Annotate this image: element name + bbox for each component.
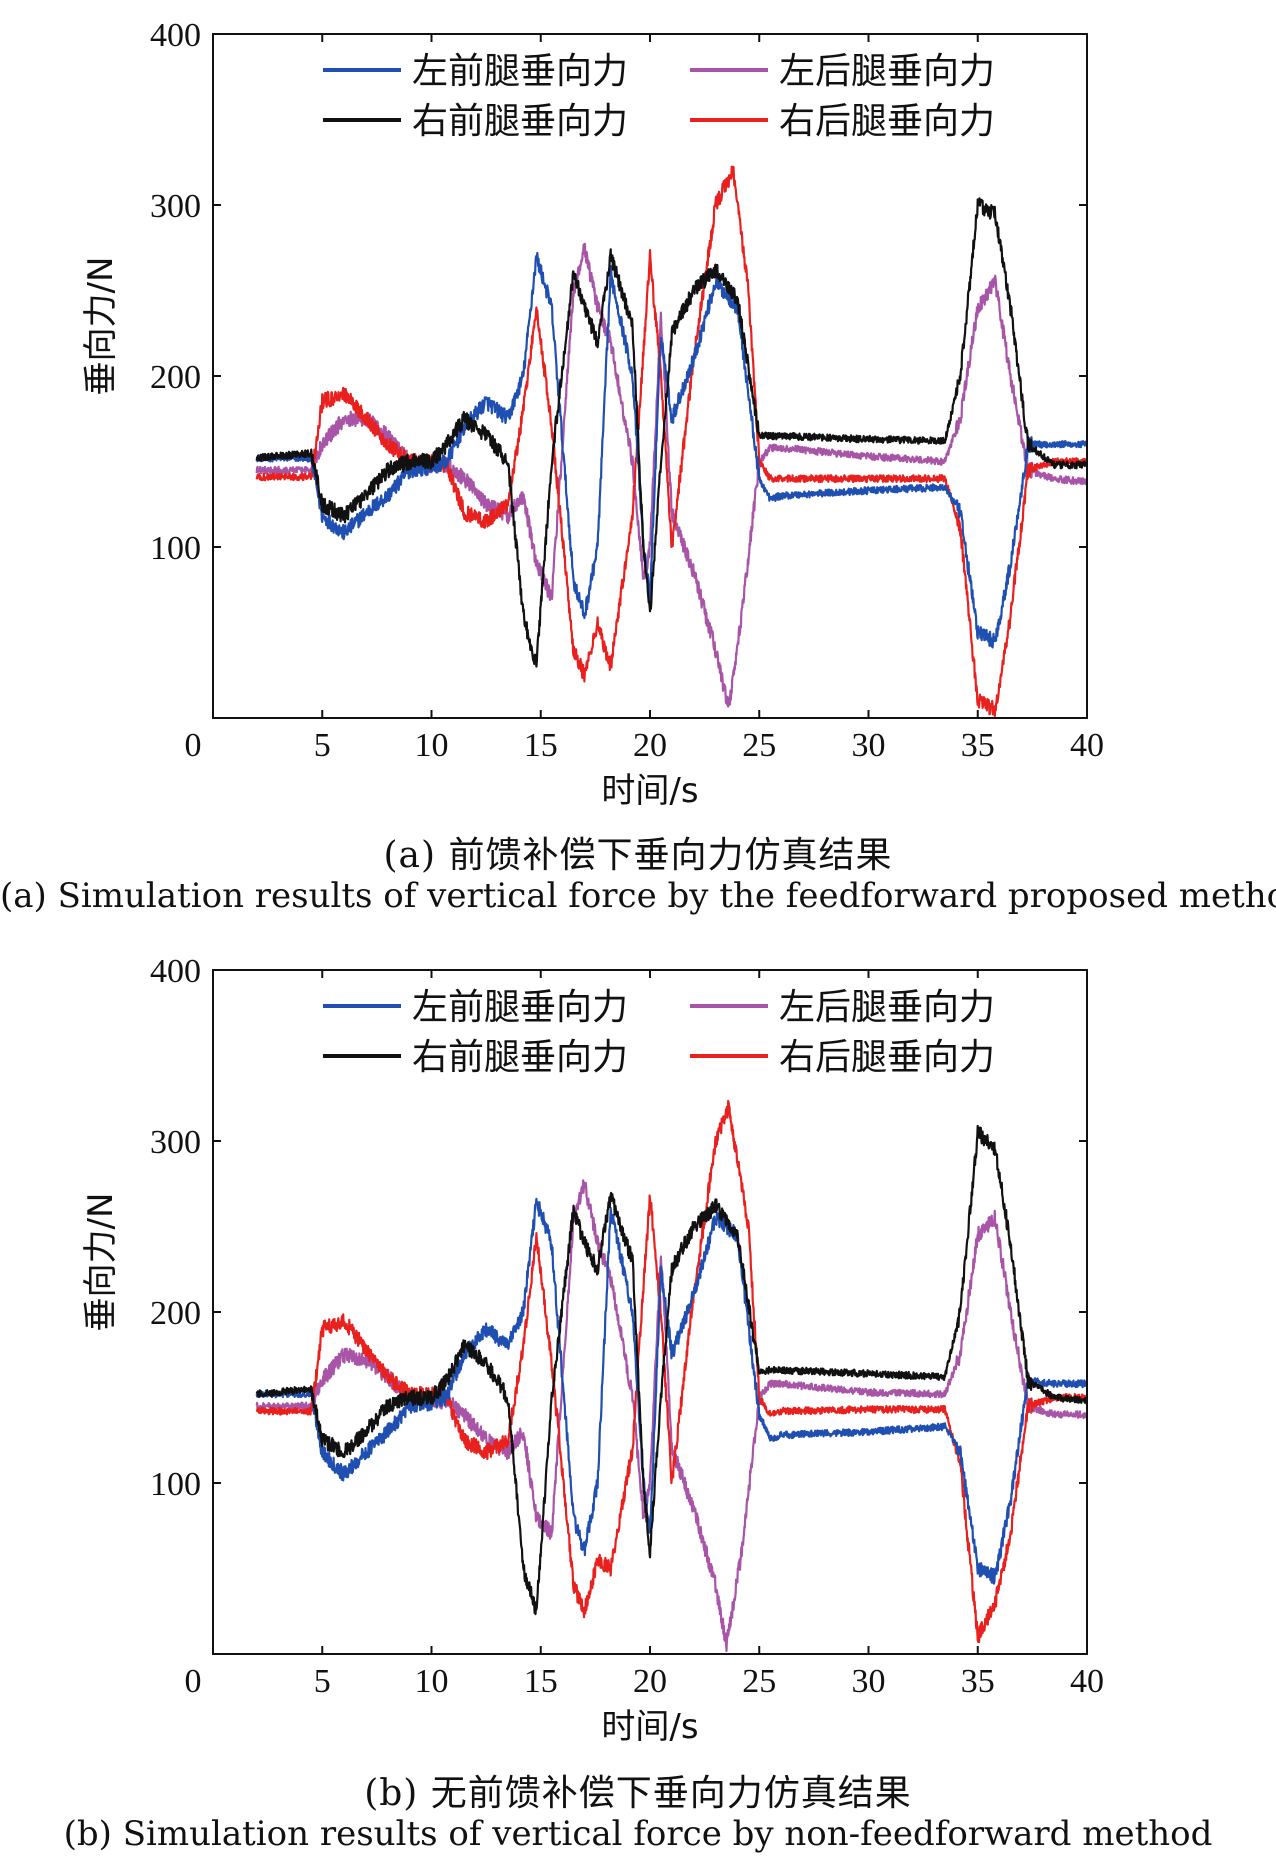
caption-zh-a: (a) 前馈补偿下垂向力仿真结果: [383, 835, 893, 876]
x-tick-label: 35: [961, 1663, 995, 1700]
series-line: [255, 1099, 1088, 1644]
y-tick-label: 200: [150, 1295, 201, 1332]
x-tick-label: 15: [524, 727, 558, 764]
y-tick-label: 400: [150, 953, 201, 990]
x-tick-label: 0: [185, 727, 202, 764]
legend-label: 左后腿垂向力: [779, 51, 995, 92]
series-line: [255, 1124, 1088, 1616]
series-line: [256, 251, 1088, 649]
legend-label: 左前腿垂向力: [412, 987, 628, 1028]
y-axis-label: 垂向力/N: [81, 257, 121, 396]
legend-label: 左前腿垂向力: [412, 51, 628, 92]
legend-label: 左后腿垂向力: [779, 987, 995, 1028]
series-line: [255, 242, 1088, 708]
x-tick-label: 0: [185, 1663, 202, 1700]
series-line: [255, 1197, 1088, 1585]
x-tick-label: 5: [314, 727, 331, 764]
x-tick-label: 40: [1070, 727, 1104, 764]
y-tick-label: 100: [150, 530, 201, 567]
x-tick-label: 30: [852, 727, 886, 764]
series-line: [255, 165, 1088, 718]
x-tick-label: 10: [415, 1663, 449, 1700]
caption-zh-b: (b) 无前馈补偿下垂向力仿真结果: [364, 1773, 912, 1814]
caption-en-a: (a) Simulation results of vertical force…: [0, 876, 1276, 916]
x-tick-label: 10: [415, 727, 449, 764]
x-tick-label: 25: [742, 727, 776, 764]
legend-label: 右前腿垂向力: [412, 1037, 628, 1078]
x-tick-label: 25: [742, 1663, 776, 1700]
x-tick-label: 5: [314, 1663, 331, 1700]
y-tick-label: 200: [150, 359, 201, 396]
y-axis-label: 垂向力/N: [81, 1193, 121, 1332]
legend-label: 右前腿垂向力: [412, 101, 628, 142]
series-line: [255, 1179, 1088, 1653]
y-tick-label: 300: [150, 1124, 201, 1161]
y-tick-label: 100: [150, 1466, 201, 1503]
chart-b: 0 5 10 15 20 25 30 35 40 100 200 300 400 时间/s 垂向力/N 左前腿…: [81, 953, 1104, 1747]
x-tick-label: 20: [633, 727, 667, 764]
legend-label: 右后腿垂向力: [779, 101, 995, 142]
x-tick-label: 40: [1070, 1663, 1104, 1700]
y-tick-label: 300: [150, 188, 201, 225]
chart-a: 0 5 10 15 20 25 30 35 40 100 200 300 400 时间/s 垂向力/N 左前腿…: [81, 17, 1104, 811]
x-tick-label: 30: [852, 1663, 886, 1700]
caption-en-b: (b) Simulation results of vertical force…: [63, 1814, 1213, 1854]
x-axis-label: 时间/s: [601, 771, 698, 811]
series-line: [255, 197, 1088, 668]
panel-b: 0 5 10 15 20 25 30 35 40 100 200 300 400 时间/s 垂向力/N 左前腿…: [0, 936, 1276, 1872]
panel-a: 0 5 10 15 20 25 30 35 40 100 200 300 400 时间/s 垂向力/N 左前腿…: [0, 17, 1276, 916]
x-tick-label: 35: [961, 727, 995, 764]
x-tick-label: 20: [633, 1663, 667, 1700]
x-tick-label: 15: [524, 1663, 558, 1700]
x-axis-label: 时间/s: [601, 1707, 698, 1747]
legend-label: 右后腿垂向力: [779, 1037, 995, 1078]
y-tick-label: 400: [150, 17, 201, 54]
